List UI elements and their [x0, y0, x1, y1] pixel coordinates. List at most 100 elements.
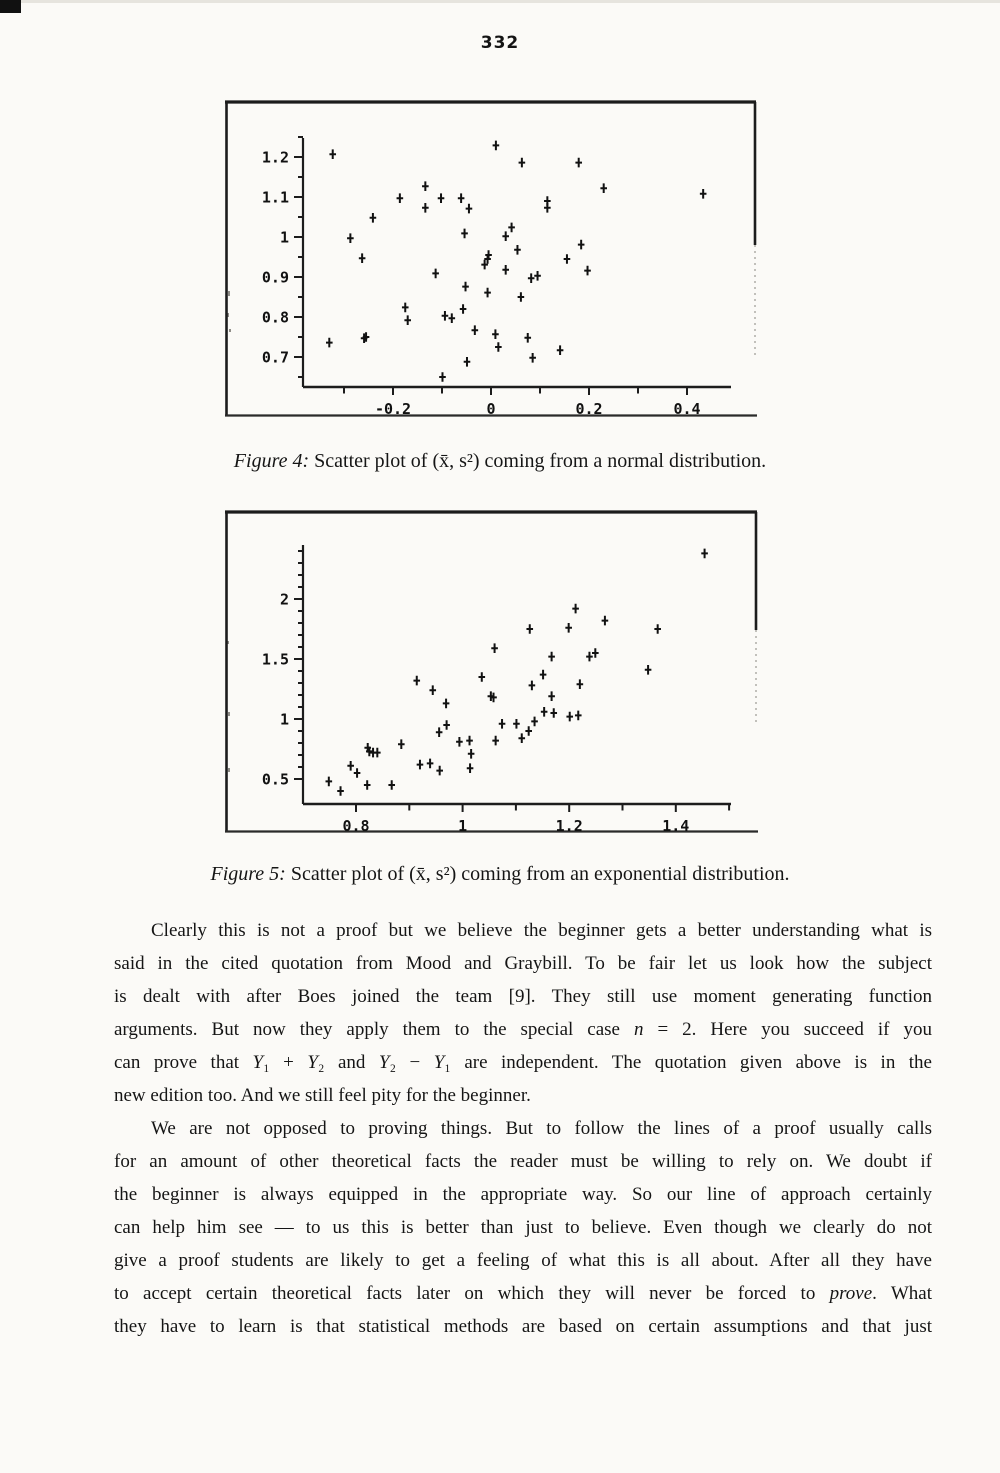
scatter-point — [484, 254, 491, 264]
scatter-point — [600, 183, 607, 193]
x-tick-label: 1.2 — [556, 817, 583, 833]
scatter-point — [577, 239, 585, 250]
figure4-caption-text: Scatter plot of (x̄, s²) coming from a n… — [309, 450, 767, 472]
scatter-point — [401, 302, 409, 313]
plot-frame — [225, 100, 757, 417]
text-line: they have to learn is that statistical m… — [114, 1316, 932, 1337]
text-line: arguments. But now they apply them to th… — [114, 1019, 932, 1040]
scatter-point — [413, 675, 421, 686]
scatter-point — [347, 761, 354, 771]
scatter-point — [366, 746, 373, 757]
scatter-point — [548, 691, 555, 701]
text-line: can help him see — to us this is better … — [114, 1217, 932, 1238]
scatter-point — [534, 271, 541, 281]
scatter-point — [374, 747, 381, 758]
scatter-point — [508, 222, 515, 233]
scatter-point — [396, 193, 404, 203]
scatter-point — [439, 372, 446, 382]
axes: -0.2 0 0.2 0.4 0.7 0.8 0.9 1 1.1 1.2 — [262, 136, 731, 417]
scatter-point — [416, 759, 424, 770]
scatter-point — [337, 786, 344, 796]
scatter-point — [462, 281, 469, 292]
scatter-point — [437, 193, 445, 203]
x-tick-label: 0 — [486, 400, 495, 417]
scatter-point — [528, 680, 536, 691]
scatter-point — [584, 265, 591, 276]
scatter-point — [539, 669, 547, 680]
scatter-point — [574, 710, 582, 721]
scatter-point — [529, 353, 536, 363]
scatter-point — [484, 287, 491, 298]
text-line: Clearly this is not a proof but we belie… — [151, 920, 932, 941]
scatter-point — [463, 357, 471, 367]
figure4-caption: Figure 4: Scatter plot of (x̄, s²) comin… — [90, 450, 910, 473]
scatter-point — [404, 315, 411, 325]
scatter-point — [490, 692, 497, 703]
scatter-point — [540, 707, 548, 717]
x-tick-label: 1 — [458, 817, 467, 833]
figure4-caption-label: Figure 4: — [233, 450, 310, 472]
y-tick-label: 0.9 — [262, 269, 289, 287]
scatter-point — [435, 727, 443, 737]
text-line: to accept certain theoretical facts late… — [114, 1283, 932, 1304]
y-tick-label: 1 — [280, 711, 289, 729]
y-tick-label: 0.8 — [262, 309, 289, 327]
text-line: can prove that Y₁ + Y₂ and Y₂ − Y₁ are i… — [114, 1052, 932, 1073]
scatter-point — [518, 157, 526, 168]
scatter-point — [575, 157, 583, 168]
figure5-box: 0.8 1 1.2 1.4 0.5 1 1.5 2 — [225, 510, 758, 833]
scatter-point — [644, 665, 652, 675]
scatter-point — [491, 643, 498, 653]
y-tick-label: 1 — [280, 229, 289, 247]
scatter-point — [457, 193, 465, 203]
scatter-point — [524, 333, 532, 343]
scatter-point — [429, 685, 437, 695]
scatter-point — [422, 181, 429, 191]
scatter-point — [358, 253, 366, 263]
scatter-point — [556, 345, 564, 355]
y-tick-label: 1.5 — [262, 651, 289, 669]
scatter-point — [432, 268, 439, 279]
scatter-point — [548, 651, 555, 662]
axes: 0.8 1 1.2 1.4 0.5 1 1.5 2 — [262, 545, 731, 833]
scatter-point — [466, 735, 473, 746]
scatter-point — [572, 603, 579, 614]
scatter-point — [576, 679, 584, 689]
scatter-point — [422, 203, 429, 213]
scatter-point — [525, 726, 532, 736]
scatter-point — [502, 265, 509, 275]
scatter-point — [448, 313, 456, 323]
scatter-point — [566, 711, 574, 722]
scatter-point — [456, 737, 463, 747]
scatter-point — [369, 213, 377, 223]
scatter-point — [492, 140, 500, 151]
scatter-point — [347, 233, 354, 243]
scatter-point — [514, 245, 521, 255]
scatter-point — [518, 733, 526, 743]
scatter-point — [586, 651, 593, 662]
scatter-point — [329, 149, 337, 159]
y-tick-label: 1.1 — [262, 189, 289, 207]
text-line: said in the cited quotation from Mood an… — [114, 953, 932, 974]
figure4-scatter-plot: -0.2 0 0.2 0.4 0.7 0.8 0.9 1 1.1 1.2 — [225, 100, 757, 417]
scatter-point — [461, 228, 468, 239]
x-tick-label: -0.2 — [375, 400, 411, 417]
scatter-point — [526, 624, 534, 634]
text-line: new edition too. And we still feel pity … — [114, 1085, 531, 1106]
scatter-point — [565, 623, 572, 633]
scan-corner-mark — [0, 0, 21, 13]
y-tick-label: 0.5 — [262, 771, 289, 789]
text-line: give a proof students are likely to get … — [114, 1250, 932, 1271]
scatter-point — [701, 548, 708, 559]
plot-frame — [225, 510, 758, 833]
scatter-point — [492, 329, 499, 339]
scatter-point — [471, 325, 479, 335]
text-line: the beginner is always equipped in the a… — [114, 1184, 932, 1205]
scatter-point — [388, 780, 396, 790]
page-number: 332 — [480, 33, 520, 53]
y-tick-label: 1.2 — [262, 149, 289, 167]
figure4-box: -0.2 0 0.2 0.4 0.7 0.8 0.9 1 1.1 1.2 — [225, 100, 757, 417]
scatter-point — [592, 648, 599, 658]
scatter-point — [527, 273, 535, 283]
scatter-point — [466, 763, 474, 773]
